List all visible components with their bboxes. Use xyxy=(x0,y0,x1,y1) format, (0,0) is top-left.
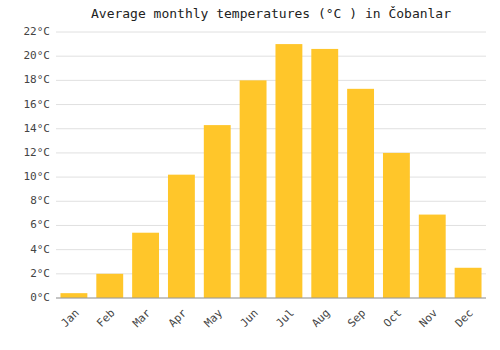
x-axis: Jan Feb Mar Apr May Jun Jul Aug Sep Oct Nov Dec xyxy=(56,298,486,330)
grid-line xyxy=(56,128,486,129)
x-tick-label: May xyxy=(202,306,226,330)
x-tick-label: Dec xyxy=(453,307,476,330)
y-tick-label: 12°C xyxy=(24,146,51,159)
bar xyxy=(168,175,195,298)
y-tick-label: 10°C xyxy=(24,170,51,183)
bars xyxy=(60,44,481,298)
x-tick-label: Feb xyxy=(94,307,117,330)
bar xyxy=(311,49,338,298)
x-tick-label: Jun xyxy=(238,307,261,330)
chart: 0°C 2°C 4°C 6°C 8°C 10°C 12°C 14°C 16°C 18°C 20°C 2… xyxy=(0,0,500,350)
y-tick-label: 0°C xyxy=(30,291,50,304)
bar xyxy=(132,233,159,298)
bar xyxy=(204,125,231,298)
grid-line xyxy=(56,201,486,202)
x-tick-label: Apr xyxy=(166,306,190,330)
title: Average monthly temperatures (°C ) in Čo… xyxy=(91,6,451,21)
y-tick-label: 2°C xyxy=(30,267,50,280)
grid-line xyxy=(56,80,486,81)
x-tick-label: Jul xyxy=(273,307,296,330)
bar xyxy=(240,80,267,298)
x-tick-label: Aug xyxy=(309,307,332,330)
y-tick-label: 16°C xyxy=(24,98,51,111)
bar xyxy=(96,274,123,298)
grid-line xyxy=(56,104,486,105)
x-axis-line xyxy=(56,298,486,299)
y-tick-label: 18°C xyxy=(24,73,51,86)
grid-line xyxy=(56,152,486,153)
grid-line xyxy=(56,298,486,299)
y-tick-label: 4°C xyxy=(30,243,50,256)
bar xyxy=(275,44,302,298)
grid-line xyxy=(56,32,486,33)
y-tick-label: 14°C xyxy=(24,122,51,135)
bar xyxy=(419,215,446,298)
y-axis: 0°C 2°C 4°C 6°C 8°C 10°C 12°C 14°C 16°C 18°C 20°C 2… xyxy=(24,25,487,304)
x-tick-label: Jan xyxy=(58,307,81,330)
y-tick-label: 6°C xyxy=(30,218,50,231)
y-tick-label: 22°C xyxy=(24,25,51,38)
x-tick-label: Oct xyxy=(381,307,404,330)
bar xyxy=(383,153,410,298)
bar xyxy=(455,268,482,298)
x-tick-label: Mar xyxy=(130,306,154,330)
y-tick-label: 20°C xyxy=(24,49,51,62)
grid-line xyxy=(56,56,486,57)
y-tick-label: 8°C xyxy=(30,194,50,207)
bar xyxy=(347,89,374,298)
bar xyxy=(60,293,87,298)
grid-line xyxy=(56,177,486,178)
x-tick-label: Sep xyxy=(345,307,368,330)
x-tick-label: Nov xyxy=(417,306,441,330)
